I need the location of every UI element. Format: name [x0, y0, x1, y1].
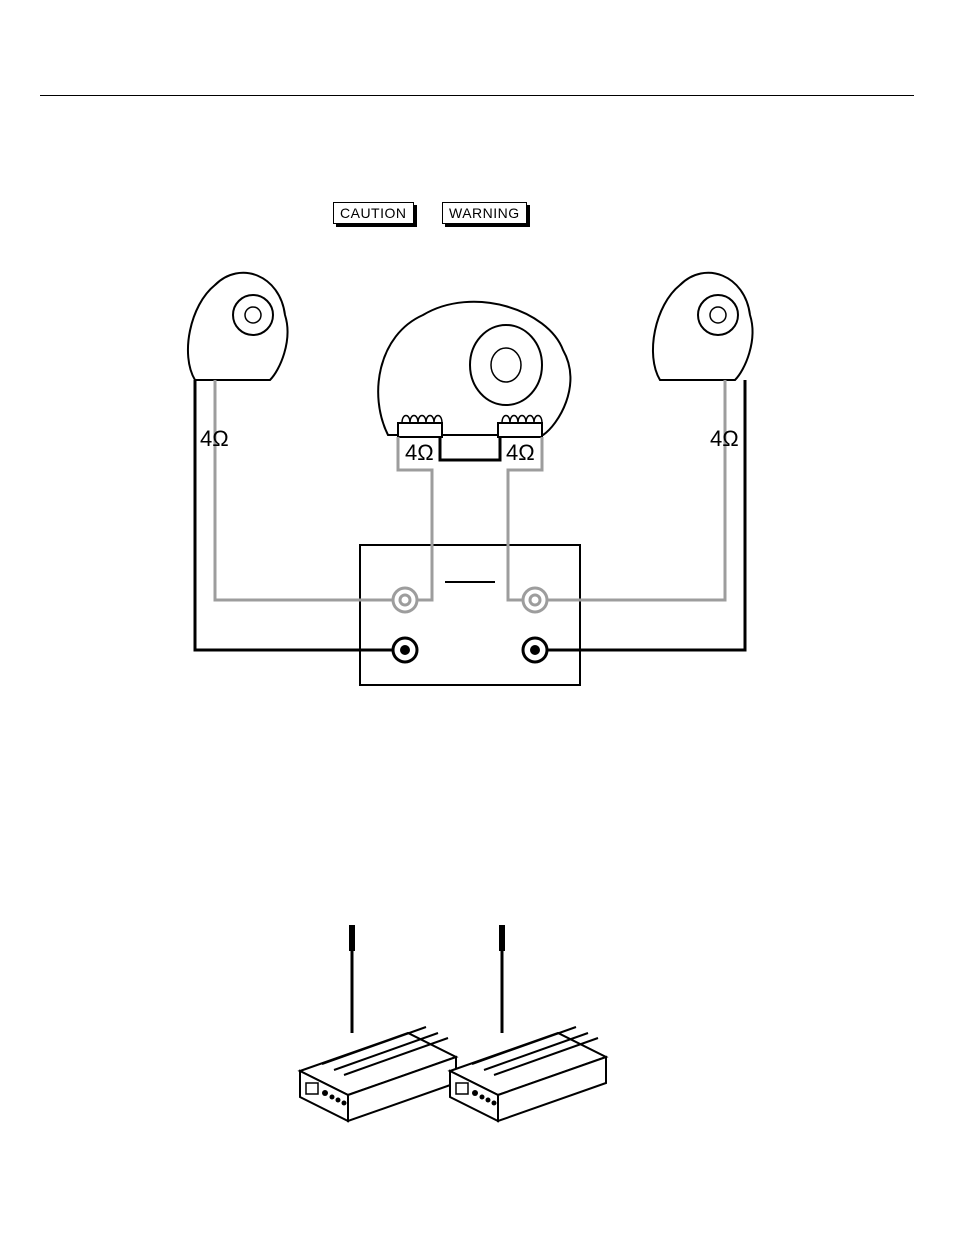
wireless-devices-diagram — [0, 0, 954, 1235]
wireless-device-left-icon — [300, 925, 456, 1121]
wireless-device-right-icon — [450, 925, 606, 1121]
page: CAUTION WARNING — [0, 0, 954, 1235]
